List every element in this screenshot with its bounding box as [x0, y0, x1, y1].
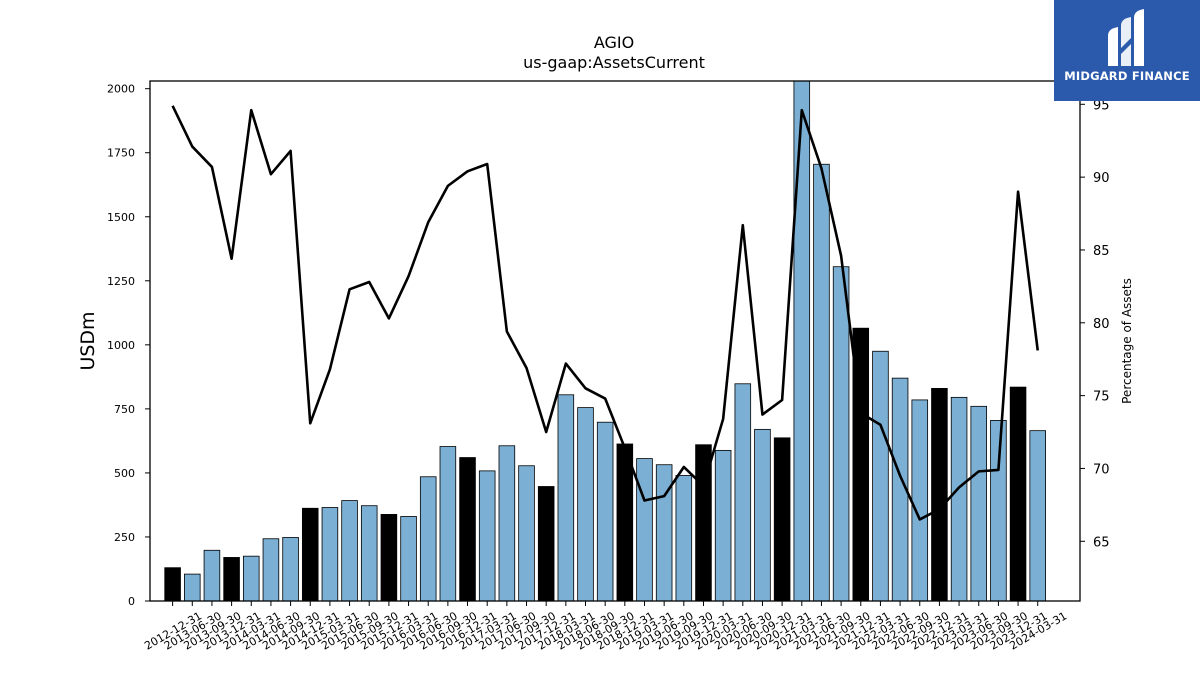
bar [911, 399, 929, 602]
chart-subtitle: us-gaap:AssetsCurrent [523, 53, 705, 72]
brand-name: MIDGARD FINANCE [1064, 69, 1190, 83]
y2-tick-label: 80 [1093, 317, 1110, 332]
bar [616, 443, 634, 602]
bar [459, 457, 476, 602]
bar [675, 475, 693, 602]
bar [990, 420, 1007, 602]
bar [321, 507, 339, 602]
midgard-logo-icon [1108, 9, 1144, 66]
y-tick-label: 1000 [107, 339, 135, 352]
y2-tick-label: 95 [1093, 98, 1110, 113]
bar [262, 538, 280, 602]
bar [832, 266, 850, 602]
bar [577, 407, 594, 602]
bar [636, 458, 653, 602]
bar [754, 428, 771, 602]
bar [518, 465, 535, 602]
bar [872, 350, 889, 602]
bar [184, 573, 201, 602]
y-tick-label: 500 [114, 467, 135, 480]
bar [1029, 430, 1046, 602]
bar [400, 516, 417, 602]
bar [380, 514, 398, 602]
bar [970, 405, 988, 602]
bar [439, 446, 457, 602]
y2-tick-label: 70 [1093, 462, 1110, 477]
bar [773, 437, 791, 602]
brand-logo: MIDGARD FINANCE [1054, 0, 1200, 101]
y-tick-label: 250 [114, 531, 135, 544]
y-tick-label: 0 [128, 595, 135, 608]
y2-tick-label: 90 [1093, 171, 1110, 186]
y-tick-label: 2000 [107, 83, 135, 96]
y-tick-label: 1750 [107, 147, 135, 160]
line-series [171, 105, 1040, 521]
bar [203, 549, 221, 602]
bar [557, 394, 575, 602]
y2-tick-label: 75 [1093, 390, 1110, 405]
y2-tick-label: 85 [1093, 244, 1110, 259]
bar [223, 557, 240, 602]
bar [596, 421, 614, 602]
bar [478, 470, 496, 602]
y-tick-label: 1500 [107, 211, 135, 224]
bar-series [164, 80, 1046, 602]
bar [164, 567, 181, 602]
y2-axis-label: Percentage of Assets [1120, 278, 1134, 404]
y-axis-label: USDm [77, 311, 99, 370]
bar [931, 387, 948, 602]
bar [242, 555, 260, 602]
bar [1009, 386, 1027, 602]
bar [498, 445, 516, 602]
bar [341, 500, 358, 602]
bar [813, 163, 830, 602]
percentage-line [171, 105, 1040, 521]
y-tick-label: 750 [114, 403, 135, 416]
chart-title: AGIO [594, 33, 634, 52]
bar [714, 449, 732, 602]
bar [301, 507, 319, 602]
plot-frame [149, 80, 1081, 602]
bar [282, 537, 299, 602]
bar [734, 383, 752, 602]
y-tick-label: 1250 [107, 275, 135, 288]
bar [360, 505, 378, 602]
bar [537, 486, 555, 602]
bar [655, 464, 673, 602]
bar [950, 396, 968, 602]
bar [419, 476, 437, 602]
y2-tick-label: 65 [1093, 535, 1110, 550]
bar [793, 80, 811, 602]
axes: 0 250 500 750 1000 1250 1500 1750 2000 65 70 75 80 85… [107, 80, 1110, 653]
